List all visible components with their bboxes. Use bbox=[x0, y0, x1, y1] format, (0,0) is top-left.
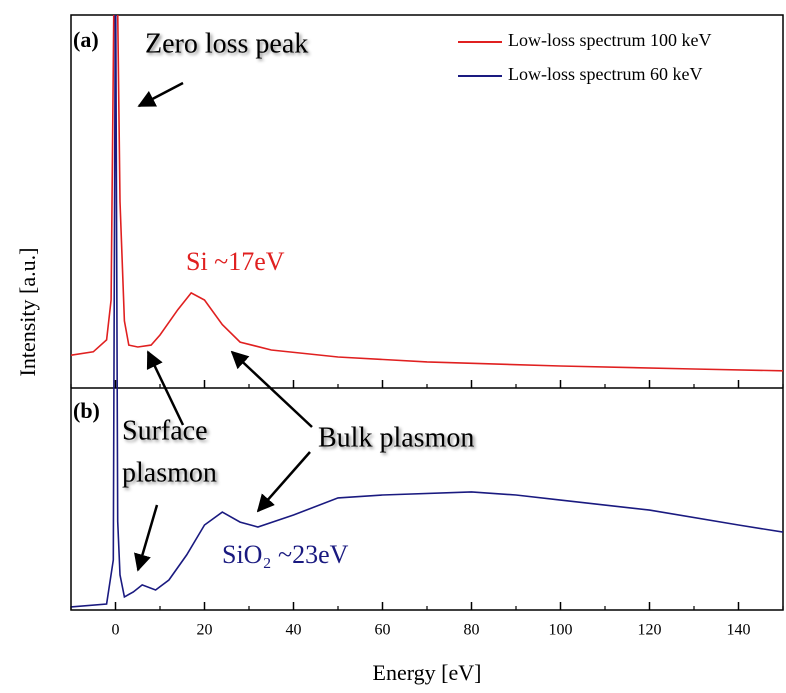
line-series bbox=[71, 15, 783, 608]
annotation: Si ~17eV bbox=[186, 247, 285, 276]
x-tick-label: 60 bbox=[375, 622, 391, 639]
annotation: SiO₂ ~23eV bbox=[222, 540, 349, 569]
x-tick-label: 0 bbox=[112, 622, 120, 639]
plot-area bbox=[71, 15, 783, 608]
x-tick-label: 120 bbox=[638, 622, 662, 639]
x-axis-label: Energy [eV] bbox=[373, 660, 482, 685]
legend-label: Low-loss spectrum 60 keV bbox=[508, 64, 702, 84]
legend-label: Low-loss spectrum 100 keV bbox=[508, 30, 711, 50]
x-tick-label: 140 bbox=[727, 622, 751, 639]
x-tick-label: 100 bbox=[549, 622, 573, 639]
arrow bbox=[146, 350, 185, 426]
x-tick-label: 40 bbox=[286, 622, 302, 639]
arrows bbox=[134, 81, 313, 572]
plot-frame bbox=[70, 14, 784, 611]
line-series bbox=[71, 15, 783, 372]
panel-label: (b) bbox=[73, 398, 100, 423]
arrow bbox=[137, 81, 184, 108]
arrow bbox=[256, 451, 311, 513]
annotation: Surface bbox=[122, 415, 208, 446]
x-tick-label: 80 bbox=[464, 622, 480, 639]
x-tick-label: 20 bbox=[197, 622, 213, 639]
annotation: plasmon bbox=[122, 457, 217, 488]
panel-label: (a) bbox=[73, 27, 99, 52]
arrow bbox=[134, 504, 159, 572]
annotation: Bulk plasmon bbox=[318, 422, 474, 453]
y-axis-label: Intensity [a.u.] bbox=[15, 248, 40, 377]
annotation: Zero loss peak bbox=[145, 28, 308, 59]
arrow bbox=[230, 350, 313, 428]
